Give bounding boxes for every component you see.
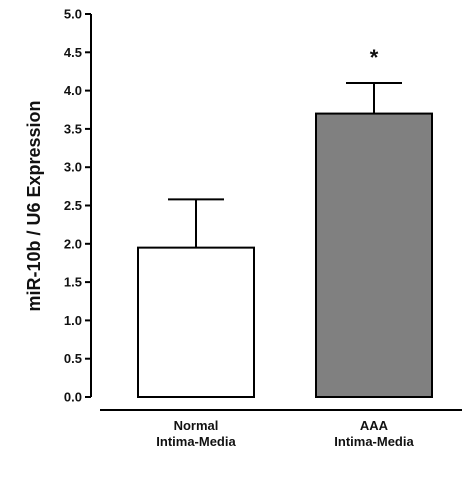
y-tick-label: 4.5 [64, 45, 82, 60]
y-tick-label: 2.5 [64, 198, 82, 213]
y-tick-label: 3.0 [64, 160, 82, 175]
y-axis-label-group: miR-10b / U6 Expression [24, 100, 44, 311]
category-label-2-line-1: AAA [360, 418, 389, 433]
y-tick-label: 1.5 [64, 275, 82, 290]
y-tick-label: 0.0 [64, 390, 82, 405]
bars [137, 112, 433, 399]
y-axis-label: miR-10b / U6 Expression [24, 100, 44, 311]
y-tick-label: 2.0 [64, 236, 82, 251]
y-tick-label: 3.5 [64, 121, 82, 136]
category-label-2-line-2: Intima-Media [334, 434, 414, 449]
y-tick-label: 1.0 [64, 313, 82, 328]
bar-2 [315, 112, 433, 399]
error-bars [168, 81, 402, 248]
y-tick-label: 4.0 [64, 83, 82, 98]
category-label-1-line-2: Intima-Media [156, 434, 236, 449]
y-tick-label: 5.0 [64, 7, 82, 22]
y-tick-label: 0.5 [64, 351, 82, 366]
annotations: * [370, 45, 379, 70]
significance-marker: * [370, 45, 379, 70]
category-label-1-line-1: Normal [174, 418, 219, 433]
y-ticks: 0.0 0.5 1.0 1.5 2.0 2.5 3.0 3.5 4.0 4.5 5.0 [64, 7, 91, 405]
bar-1 [137, 246, 255, 398]
